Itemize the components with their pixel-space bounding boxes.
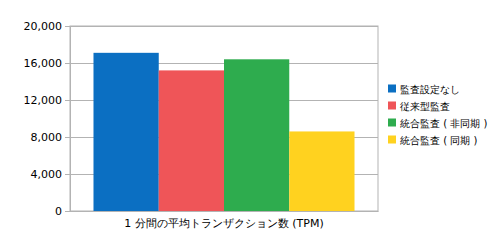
legend-item: 統合監査 ( 同期 ): [388, 135, 477, 146]
plot: 0 4,000 8,000 12,000 16,000 20,000 1 分間の平均トランザ…: [24, 20, 379, 230]
legend: 監査設定なし従来型監査統合監査 ( 非同期 ) 統合監査 ( 同期 ): [388, 84, 487, 146]
y-tick-label: 16,000: [24, 57, 63, 70]
legend-item: 従来型監査: [388, 101, 450, 112]
legend-swatch: [388, 85, 396, 93]
legend-label: 従来型監査: [400, 101, 450, 112]
bar: [224, 59, 289, 211]
y-tick-label: 4,000: [31, 168, 63, 181]
grid-line: [70, 26, 378, 27]
bars: [93, 53, 354, 211]
legend-swatch: [388, 119, 396, 127]
y-tick: 4,000: [31, 168, 71, 181]
legend-item: 統合監査 ( 非同期 ): [388, 118, 487, 129]
y-tick-label: 0: [55, 205, 62, 218]
bar: [159, 70, 224, 211]
y-tick-mark: [65, 100, 70, 101]
y-tick-label: 8,000: [31, 131, 63, 144]
y-axis-line: [65, 27, 71, 212]
legend-item: 監査設定なし: [388, 84, 460, 95]
y-tick-mark: [65, 63, 70, 64]
chart: 0 4,000 8,000 12,000 16,000 20,000 1 分間の平均トランザ…: [0, 0, 500, 245]
legend-label: 監査設定なし: [400, 84, 460, 95]
y-tick-mark: [65, 26, 70, 27]
y-tick: 20,000: [24, 20, 71, 33]
x-tick-label: 1 分間の平均トランザクション数 (TPM): [124, 217, 323, 230]
legend-swatch: [388, 102, 396, 110]
y-tick: 8,000: [31, 131, 71, 144]
y-axis: 0 4,000 8,000 12,000 16,000 20,000: [24, 20, 71, 218]
y-tick: 12,000: [24, 94, 71, 107]
y-tick-label: 20,000: [24, 20, 63, 33]
bar: [93, 53, 158, 211]
y-tick-mark: [65, 174, 70, 175]
x-axis-line: [71, 211, 379, 212]
y-tick: 0: [55, 205, 70, 218]
x-axis: 1 分間の平均トランザクション数 (TPM): [71, 211, 379, 230]
y-tick-mark: [65, 211, 70, 212]
grid: [70, 27, 378, 212]
y-tick-mark: [65, 137, 70, 138]
legend-swatch: [388, 136, 396, 144]
y-tick: 16,000: [24, 57, 71, 70]
legend-label: 統合監査 ( 非同期 ): [400, 118, 487, 129]
bar: [289, 131, 354, 211]
grid-line: [70, 211, 378, 212]
y-tick-label: 12,000: [24, 94, 63, 107]
legend-label: 統合監査 ( 同期 ): [400, 135, 477, 146]
plot-frame: [70, 26, 378, 211]
x-tick: 1 分間の平均トランザクション数 (TPM): [124, 211, 323, 230]
